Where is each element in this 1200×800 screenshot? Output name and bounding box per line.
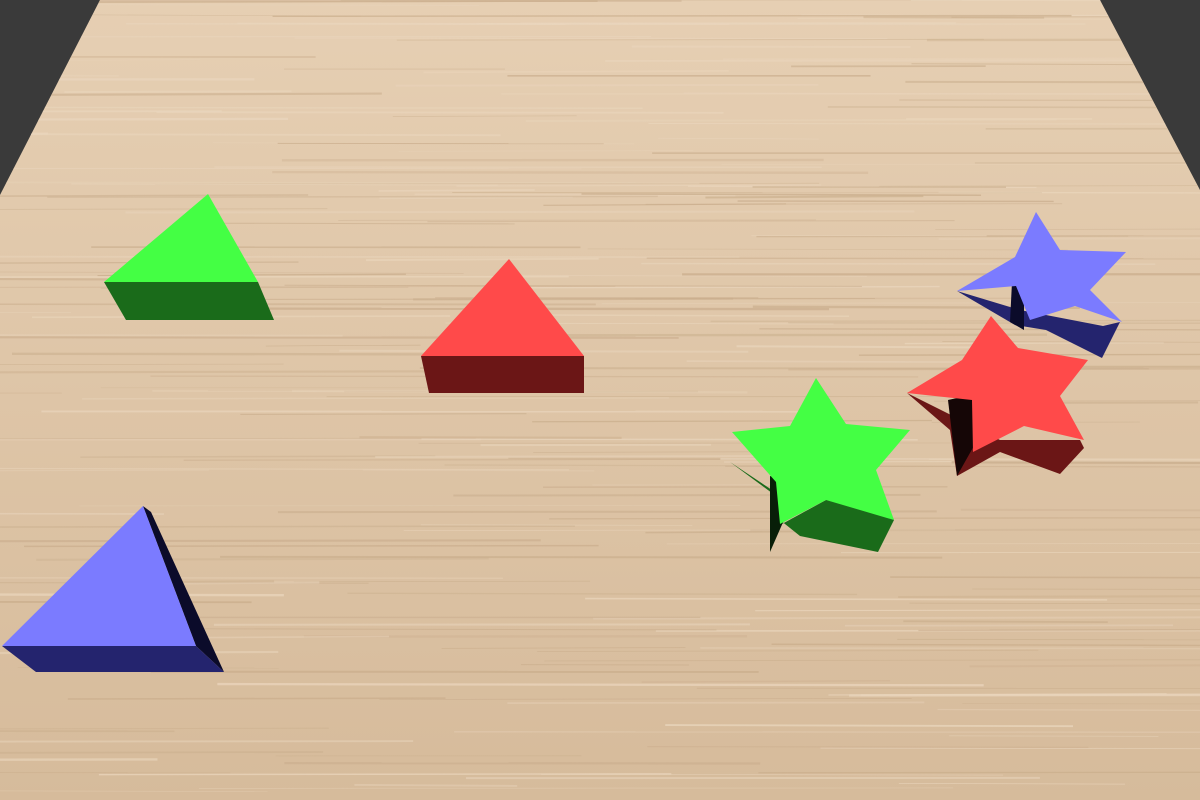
blue-star	[957, 212, 1126, 358]
red-triangle	[421, 259, 584, 393]
red-star	[907, 316, 1088, 476]
blue-triangle	[2, 506, 224, 672]
green-triangle	[104, 194, 274, 320]
green-star	[730, 378, 910, 552]
